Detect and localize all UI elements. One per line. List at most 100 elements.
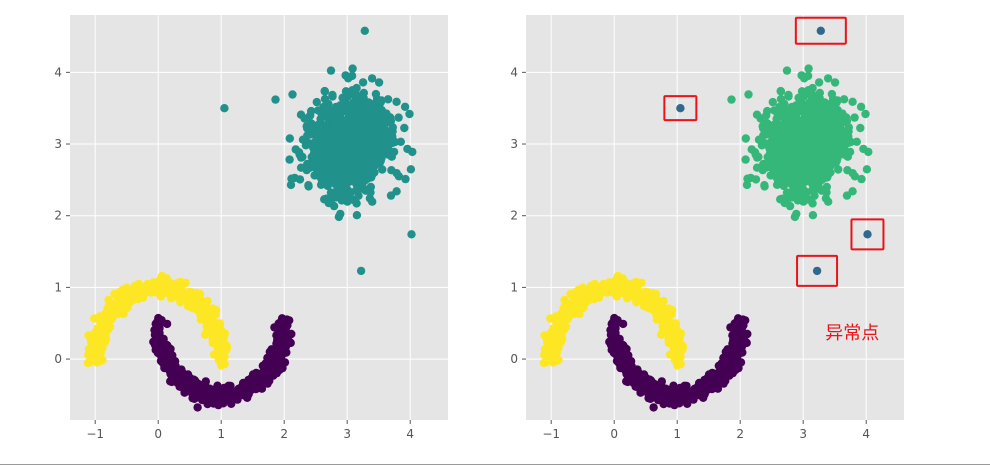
data-point [377, 125, 386, 134]
data-point [167, 280, 176, 289]
data-point [773, 130, 782, 139]
data-point [843, 166, 852, 175]
data-point [814, 78, 824, 87]
data-point [322, 140, 331, 150]
data-point [213, 343, 222, 352]
data-point [794, 132, 803, 142]
y-tick-label: 1 [510, 280, 518, 294]
data-point [842, 116, 852, 126]
data-point [386, 116, 396, 126]
data-point [752, 110, 762, 119]
data-point [348, 64, 357, 73]
data-point [819, 165, 828, 174]
outlier-highlight-box [794, 16, 847, 45]
data-point [810, 184, 819, 193]
data-point [633, 367, 643, 377]
data-point [396, 137, 405, 146]
data-point [312, 164, 321, 173]
data-point [304, 181, 313, 190]
data-point [784, 172, 794, 181]
data-point [800, 74, 809, 83]
data-point [85, 346, 94, 355]
data-point [263, 379, 272, 388]
data-point [328, 156, 338, 166]
data-point [772, 114, 781, 124]
data-point [848, 187, 857, 196]
data-point [754, 135, 764, 144]
data-point [340, 116, 350, 125]
data-point [161, 357, 170, 366]
data-point [660, 310, 669, 319]
data-point [803, 125, 813, 134]
data-point [661, 384, 670, 393]
data-point [138, 290, 148, 299]
data-point [347, 173, 356, 182]
data-point [824, 127, 833, 137]
data-point [390, 137, 400, 147]
data-point [177, 286, 187, 295]
data-point [317, 169, 326, 179]
data-point [285, 134, 294, 143]
outlier-point [676, 104, 685, 113]
data-point [671, 387, 681, 396]
data-point [215, 387, 225, 396]
data-point [305, 139, 314, 148]
data-point [843, 152, 852, 161]
data-point [229, 388, 239, 397]
data-point [741, 134, 750, 143]
x-tick-label: −1 [542, 427, 560, 441]
data-point [352, 199, 361, 208]
outlier-annotation: 异常点 [825, 323, 879, 344]
series-lower-moon [605, 313, 752, 412]
data-point [341, 87, 351, 96]
data-point [352, 211, 362, 220]
data-point [719, 379, 728, 388]
outlier-point [356, 266, 366, 276]
data-point [798, 107, 807, 116]
data-point [546, 314, 555, 323]
data-point [285, 155, 294, 164]
data-point [338, 132, 347, 142]
data-point [719, 353, 728, 363]
data-point [677, 394, 686, 403]
data-point [782, 66, 792, 75]
data-point [776, 87, 786, 96]
data-point [306, 119, 316, 128]
plot-background [526, 15, 904, 420]
data-point [829, 114, 838, 123]
data-point [844, 123, 853, 132]
x-tick-label: 3 [799, 427, 807, 441]
data-point [827, 89, 837, 99]
data-point [177, 367, 187, 377]
data-point [222, 341, 231, 350]
data-point [193, 403, 202, 412]
outlier-highlight-box [796, 254, 839, 287]
data-point [296, 110, 306, 119]
data-point [295, 175, 305, 184]
x-tick-label: 1 [673, 427, 681, 441]
y-tick-label: 3 [54, 137, 62, 151]
data-point [833, 96, 842, 105]
data-point [263, 369, 272, 378]
data-point [252, 378, 262, 387]
data-point [317, 175, 327, 185]
data-point [678, 341, 687, 350]
data-point [277, 314, 287, 323]
outlier-point [407, 230, 416, 239]
outlier-point [220, 104, 229, 113]
data-point [221, 394, 230, 403]
data-point [168, 357, 177, 367]
data-point [307, 106, 316, 116]
points-layer [83, 26, 417, 412]
data-point [794, 93, 803, 103]
data-point [614, 350, 623, 360]
data-point [852, 137, 861, 146]
data-point [286, 180, 296, 190]
data-point [362, 154, 372, 163]
data-point [612, 335, 622, 344]
data-point [376, 156, 385, 166]
data-point [263, 353, 272, 363]
scatter-chart-right: −1 0 1 2 3 4 0 1 2 3 4 异常点 [510, 15, 904, 441]
outlier-point [360, 26, 369, 35]
